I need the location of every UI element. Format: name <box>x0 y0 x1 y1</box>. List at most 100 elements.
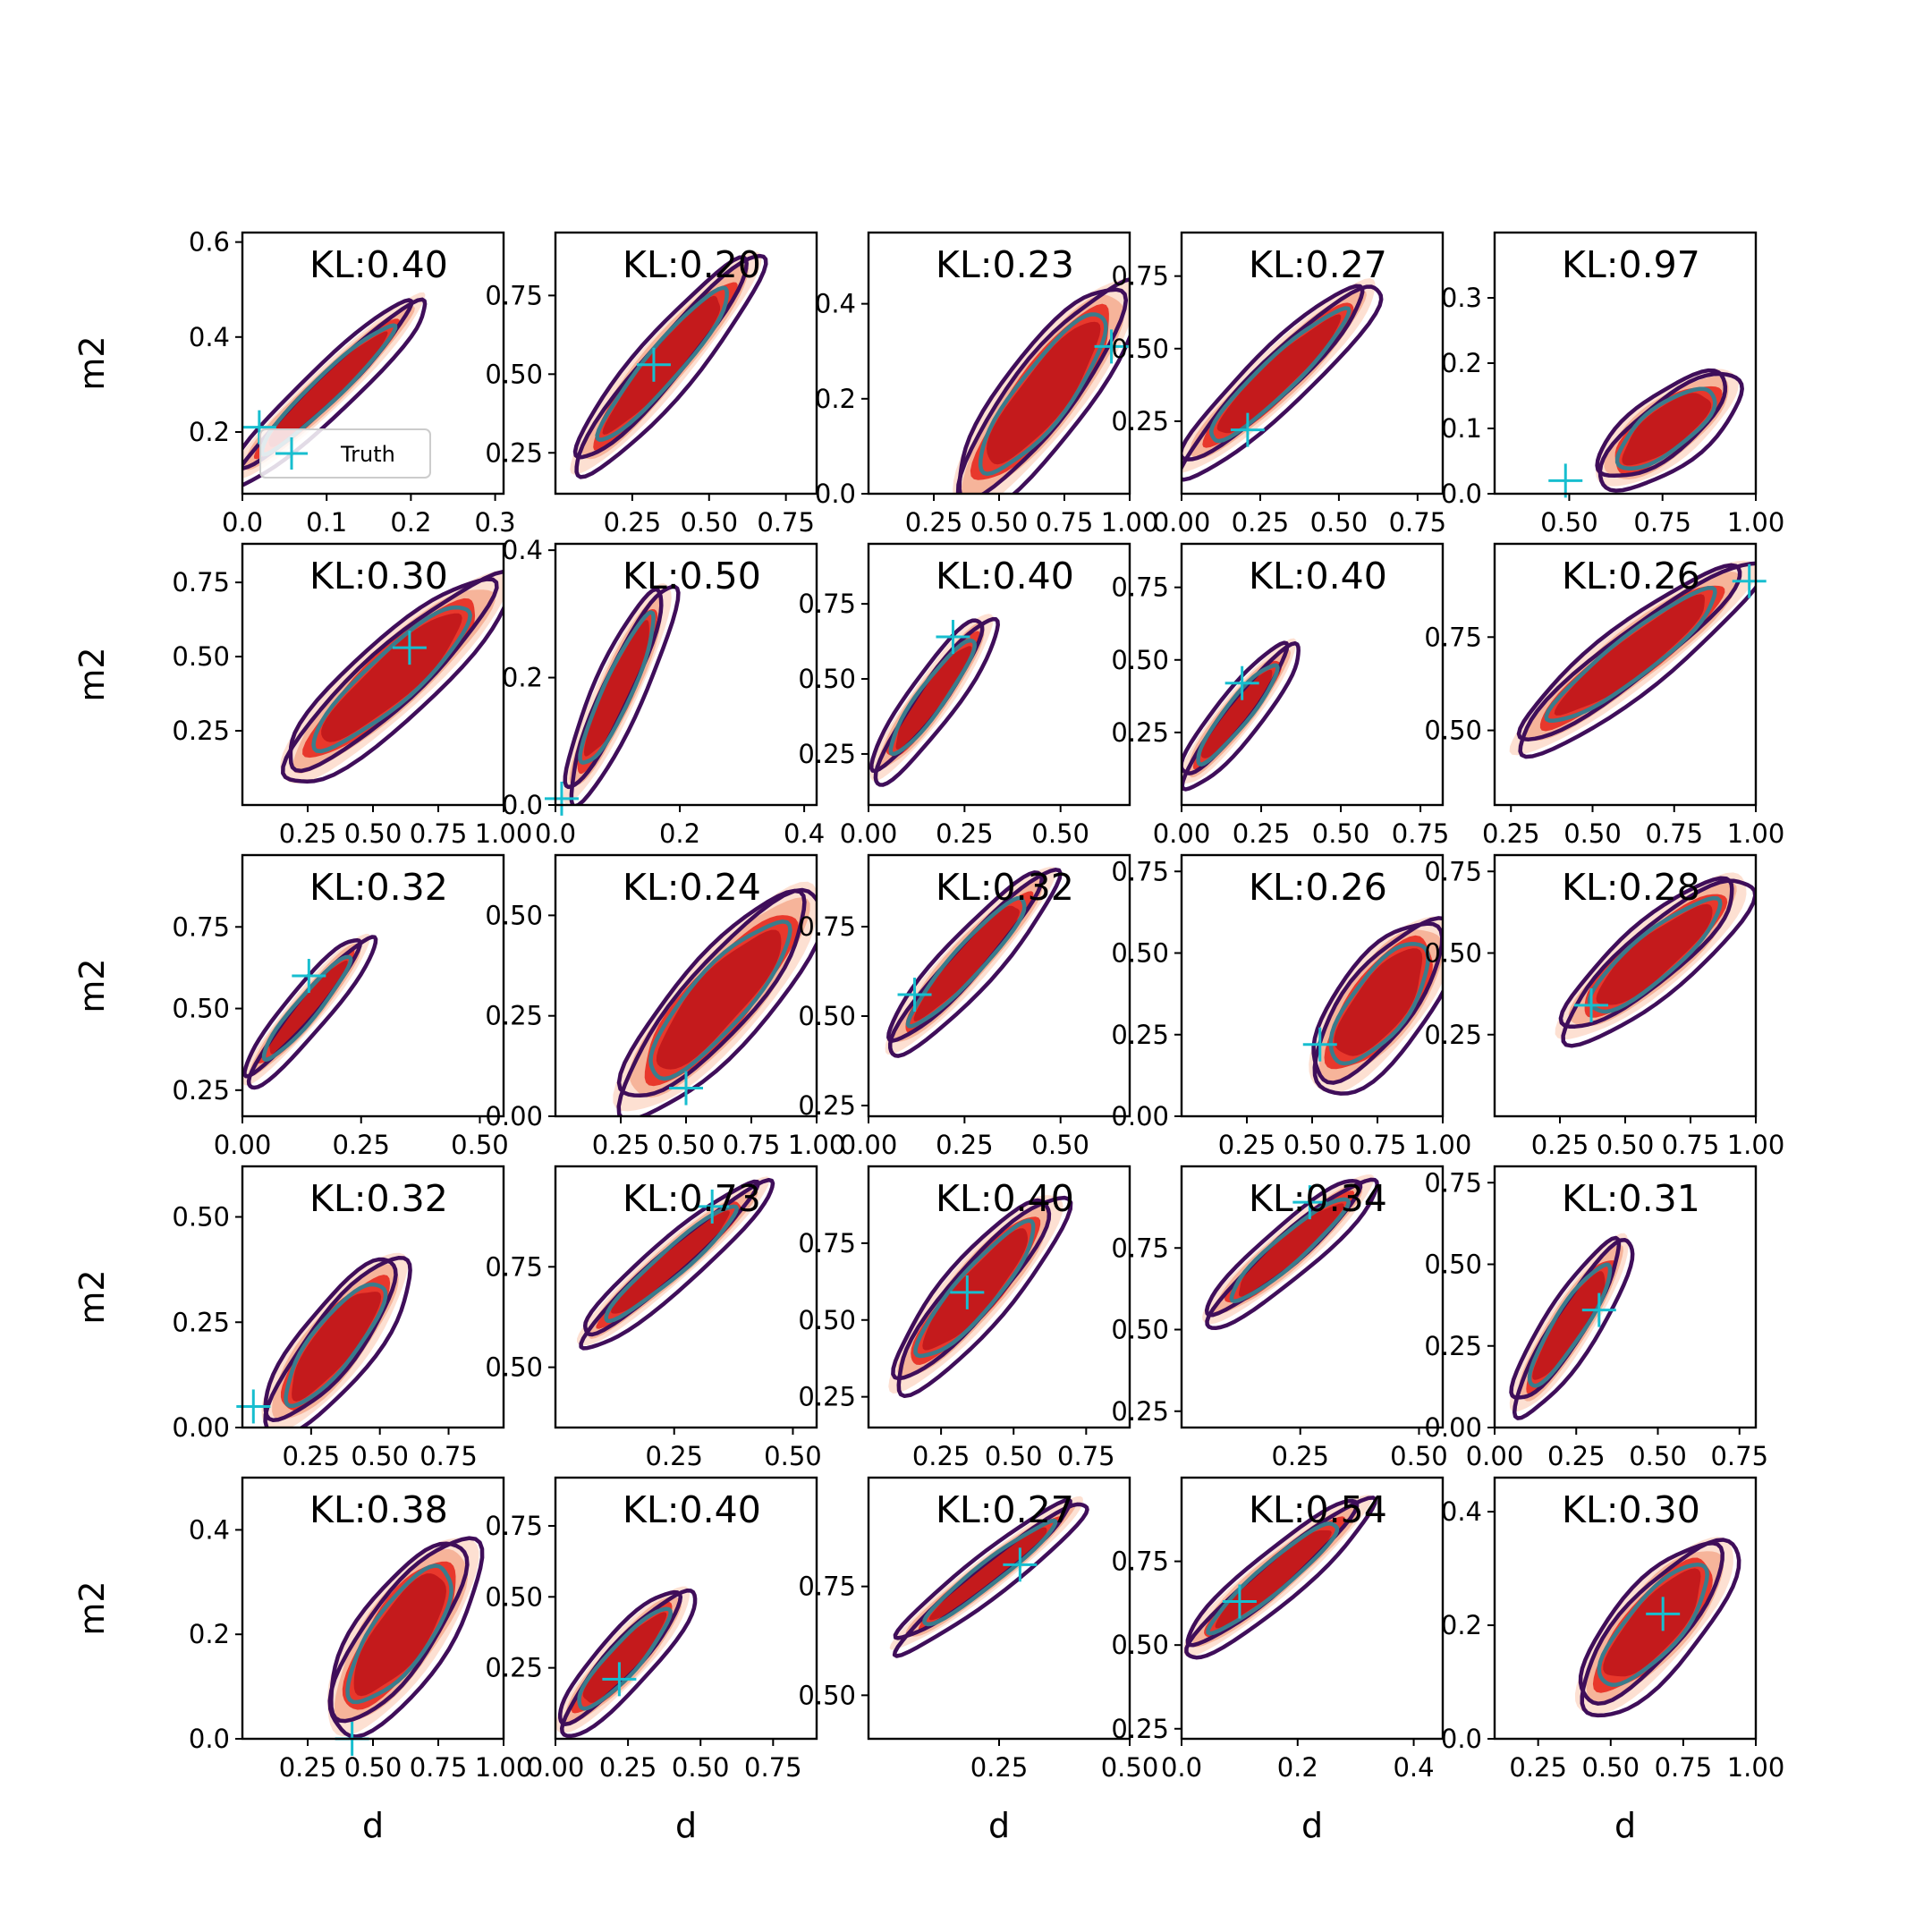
x-tick-label: 0.25 <box>936 1130 994 1160</box>
panel-density <box>953 277 1130 494</box>
density-level-4 <box>1216 314 1342 434</box>
x-tick-label: 0.75 <box>1057 1441 1115 1471</box>
y-tick-label: 0.25 <box>172 716 230 746</box>
panel-density <box>888 1195 1073 1399</box>
y-tick-label: 0.50 <box>172 994 230 1024</box>
inner-contour <box>1328 942 1430 1066</box>
outer-contour-1 <box>242 297 428 487</box>
y-tick-label: 0.25 <box>798 1382 856 1412</box>
kl-annotation: KL:0.27 <box>936 1488 1074 1531</box>
y-tick-label: 0.75 <box>1111 1546 1169 1577</box>
x-tick-label: 0.25 <box>604 507 662 538</box>
inner-contour <box>345 1563 453 1705</box>
panel-24: 0.0 0.2 0.4 0.25 0.50 0.75 KL:0.54 d <box>1111 1476 1445 1845</box>
outer-contour-1 <box>955 277 1130 494</box>
y-tick-label: 0.4 <box>189 322 230 352</box>
truth-marker <box>1302 1027 1337 1062</box>
x-axis-label: d <box>1614 1806 1636 1845</box>
panel-frame <box>1180 542 1445 807</box>
outer-contour-1 <box>1512 1237 1635 1420</box>
inner-contour <box>888 638 977 757</box>
kl-annotation: KL:0.38 <box>309 1488 448 1531</box>
y-tick-label: 0.0 <box>502 790 543 820</box>
inner-contour <box>1209 306 1352 444</box>
panel-19: 0.25 0.50 0.25 0.50 0.75 KL:0.34 <box>1111 1165 1448 1471</box>
outer-contour-2 <box>557 1589 683 1726</box>
x-tick-label: 0.25 <box>970 1752 1029 1783</box>
y-tick-label: 0.00 <box>485 1101 543 1131</box>
y-tick-label: 0.2 <box>189 1619 230 1649</box>
x-tick-label: 0.00 <box>840 818 898 849</box>
panel-frame <box>867 853 1131 1118</box>
legend-label: Truth <box>340 442 395 467</box>
inner-contour <box>922 1518 1058 1627</box>
y-tick-label: 0.25 <box>1424 1020 1482 1050</box>
panel-frame <box>867 1165 1131 1429</box>
kl-annotation: KL:0.30 <box>1562 1488 1700 1531</box>
y-tick-label: 0.0 <box>1441 1724 1482 1754</box>
y-tick-label: 0.50 <box>1111 1630 1169 1660</box>
truth-marker <box>602 1662 637 1697</box>
y-tick-label: 0.50 <box>485 1352 543 1383</box>
kl-annotation: KL:0.40 <box>309 243 448 286</box>
y-tick-label: 0.50 <box>1111 334 1169 364</box>
y-tick-label: 0.50 <box>485 359 543 389</box>
x-tick-label: 0.75 <box>1036 507 1094 538</box>
y-tick-label: 0.75 <box>172 567 230 597</box>
y-tick-label: 0.50 <box>798 1680 856 1710</box>
x-tick-label: 0.25 <box>905 507 963 538</box>
outer-contour-1 <box>1518 561 1756 759</box>
panel-frame <box>241 853 505 1118</box>
x-tick-label: 0.0 <box>222 507 263 538</box>
panel-7: 0.0 0.2 0.4 0.0 0.2 0.4 KL:0.50 <box>502 535 825 849</box>
x-tick-label: 0.75 <box>744 1752 802 1783</box>
panel-frame <box>554 542 818 807</box>
legend: Truth <box>259 428 431 479</box>
x-tick-label: 0.75 <box>1662 1130 1720 1160</box>
y-tick-label: 0.75 <box>798 589 856 619</box>
kl-annotation: KL:0.32 <box>309 866 448 909</box>
y-axis-label: m2 <box>72 647 112 701</box>
truth-marker <box>392 631 427 665</box>
panel-11: 0.00 0.25 0.50 0.25 0.50 0.75 KL:0.32 m2 <box>72 853 509 1160</box>
x-tick-label: 0.50 <box>344 1752 402 1783</box>
outer-contour-2 <box>563 587 664 790</box>
outer-contour-2 <box>1558 876 1734 1029</box>
density-level-4 <box>611 1210 730 1314</box>
inner-contour <box>905 895 1027 1029</box>
y-tick-label: 0.25 <box>172 1075 230 1106</box>
legend-truth-marker <box>275 437 308 470</box>
y-tick-label: 0.50 <box>485 1581 543 1612</box>
y-tick-label: 0.25 <box>172 1307 230 1337</box>
kl-annotation: KL:0.31 <box>1562 1177 1700 1220</box>
x-tick-label: 1.00 <box>1727 507 1785 538</box>
panel-frame <box>1180 1165 1445 1429</box>
y-tick-label: 0.50 <box>1424 1250 1482 1280</box>
x-tick-label: 0.50 <box>1597 1130 1655 1160</box>
outer-contour-2 <box>1182 284 1365 462</box>
x-tick-label: 0.25 <box>1547 1441 1606 1471</box>
outer-contour-1 <box>892 1502 1089 1658</box>
x-tick-label: 0.50 <box>1284 1130 1342 1160</box>
density-level-4 <box>268 331 388 447</box>
x-tick-label: 0.50 <box>657 1130 716 1160</box>
outer-contour-2 <box>288 577 499 774</box>
panel-frame <box>241 231 505 496</box>
kl-annotation: KL:0.54 <box>1249 1488 1387 1531</box>
panel-17: 0.25 0.50 0.50 0.75 KL:0.73 <box>485 1165 822 1471</box>
inner-contour <box>577 1606 673 1711</box>
y-tick-label: 0.50 <box>798 1305 856 1335</box>
x-tick-label: 0.50 <box>1563 818 1622 849</box>
outer-contour-1 <box>263 1256 412 1428</box>
x-tick-label: 0.0 <box>535 818 576 849</box>
density-level-4 <box>913 905 1020 1021</box>
panel-frame <box>554 1165 818 1429</box>
x-tick-label: 0.75 <box>1633 507 1691 538</box>
x-tick-label: 0.25 <box>279 1752 337 1783</box>
x-tick-label: 1.00 <box>1101 507 1159 538</box>
truth-marker <box>1292 1185 1327 1220</box>
y-axis-label: m2 <box>72 1269 112 1324</box>
outer-contour-2 <box>1578 1540 1724 1706</box>
density-level-4 <box>1554 594 1705 716</box>
